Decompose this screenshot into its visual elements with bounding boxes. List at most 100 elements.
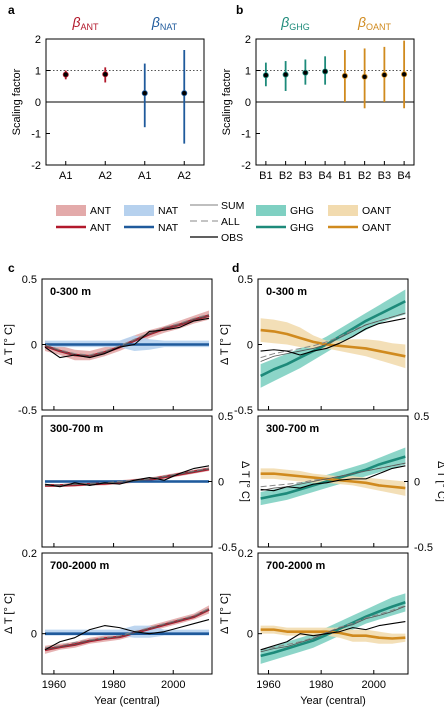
legend-label: ANT <box>90 205 112 217</box>
y-tick-label: 1 <box>35 66 41 78</box>
x-tick-label: 1980 <box>309 679 333 691</box>
y-tick-label: -0.5 <box>218 542 237 554</box>
y-axis-label: Δ T [° C] <box>219 593 231 634</box>
legend-label: ANT <box>90 222 112 234</box>
x-tick-label: B2 <box>358 170 371 182</box>
series-line-all <box>44 607 210 649</box>
legend-label: OANT <box>362 205 392 217</box>
beta-subscript: NAT <box>160 22 178 32</box>
legend-label: NAT <box>158 222 179 234</box>
y-tick-label: 0.5 <box>22 274 37 286</box>
x-tick-label: A2 <box>99 170 112 182</box>
legend-label: ALL <box>221 216 240 228</box>
y-axis-label: Δ T [° C] <box>3 324 15 365</box>
scaling-point-ghg <box>282 71 289 78</box>
x-tick-label: A1 <box>59 170 72 182</box>
series-line-obs <box>44 317 210 359</box>
legend-swatch-ant-band <box>56 205 86 216</box>
legend-label: OBS <box>221 232 243 244</box>
scaling-point-ghg <box>302 69 309 76</box>
series-group-c-0 <box>44 310 210 361</box>
scaling-point-oant <box>341 72 348 79</box>
legend-label: GHG <box>290 205 314 217</box>
y-tick-label: 0 <box>247 340 253 352</box>
y-axis-label: Δ T [° C] <box>3 593 15 634</box>
y-axis-label: Δ T [° C] <box>435 461 444 502</box>
legend-label: OANT <box>362 222 392 234</box>
x-tick-label: B4 <box>397 170 410 182</box>
header-ghg: βGHG <box>280 14 310 32</box>
legend-label: NAT <box>158 205 179 217</box>
x-tick-label: B3 <box>378 170 391 182</box>
beta-symbol: β <box>72 14 81 30</box>
beta-subscript: ANT <box>81 22 100 32</box>
series-line-obs <box>260 465 406 492</box>
depth-label: 300-700 m <box>50 423 103 435</box>
series-line-obs <box>44 619 210 651</box>
series-line-sum <box>44 468 210 486</box>
series-line-sum <box>44 609 210 651</box>
scaling-point-ghg <box>262 72 269 79</box>
scaling-point-ant <box>102 71 109 78</box>
series-line-sum <box>260 605 406 653</box>
series-group-c-2 <box>44 605 210 654</box>
y-tick-label: 2 <box>35 34 41 46</box>
y-tick-label: -1 <box>31 129 41 141</box>
legend-swatch-nat-band <box>124 205 154 216</box>
y-tick-label: -2 <box>31 160 41 172</box>
beta-symbol: β <box>280 14 289 30</box>
y-tick-label: 0 <box>31 629 37 641</box>
y-tick-label: 0.5 <box>414 411 429 423</box>
x-tick-label: A2 <box>178 170 191 182</box>
y-tick-label: 1 <box>245 66 251 78</box>
series-line-all <box>260 604 406 651</box>
y-axis-label: Δ T [° C] <box>239 461 251 502</box>
band-ghg <box>260 289 406 388</box>
y-tick-label: -2 <box>241 160 251 172</box>
legend-swatch-ghg-band <box>256 205 286 216</box>
plot-frame-b <box>255 38 415 166</box>
x-axis-label: Year (central) <box>300 695 366 707</box>
y-tick-label: -0.5 <box>234 405 253 417</box>
scaling-point-oant <box>361 73 368 80</box>
plot-frame-a <box>45 38 205 166</box>
scaling-point-ant <box>62 71 69 78</box>
beta-symbol: β <box>357 14 366 30</box>
x-tick-label: 1960 <box>42 679 66 691</box>
series-line-obs <box>260 317 406 356</box>
y-tick-label: 0.2 <box>238 548 253 560</box>
y-tick-label: 0.2 <box>22 548 37 560</box>
scaling-point-oant <box>381 71 388 78</box>
series-line-sum <box>44 315 210 357</box>
series-group-d-2 <box>260 593 406 664</box>
header-oant: βOANT <box>357 14 392 32</box>
series-group-d-0 <box>260 289 406 388</box>
y-tick-label: 0.5 <box>218 411 233 423</box>
band-oant <box>260 318 406 369</box>
band-ant <box>44 310 210 361</box>
x-tick-label: B3 <box>299 170 312 182</box>
y-tick-label: 0 <box>414 477 420 489</box>
series-line-oant <box>260 472 406 490</box>
header-ant: βANT <box>72 14 100 32</box>
x-tick-label: B1 <box>338 170 351 182</box>
x-tick-label: 1980 <box>101 679 125 691</box>
plot-frame-d <box>257 552 409 675</box>
x-tick-label: 2000 <box>161 679 185 691</box>
depth-label: 700-2000 m <box>50 560 110 572</box>
beta-subscript: OANT <box>366 22 392 32</box>
y-tick-label: 2 <box>245 34 251 46</box>
y-axis-label: Scaling factor <box>221 68 233 135</box>
y-tick-label: 0 <box>218 477 224 489</box>
legend-label: SUM <box>221 200 244 212</box>
depth-label: 0-300 m <box>50 286 91 298</box>
y-tick-label: -0.5 <box>18 405 37 417</box>
series-group-d-1 <box>260 447 406 506</box>
x-tick-label: 2000 <box>362 679 386 691</box>
x-tick-label: B1 <box>259 170 272 182</box>
depth-label: 700-2000 m <box>266 560 326 572</box>
series-line-sum <box>260 312 406 362</box>
y-tick-label: 0 <box>247 629 253 641</box>
y-axis-label: Δ T [° C] <box>219 324 231 365</box>
